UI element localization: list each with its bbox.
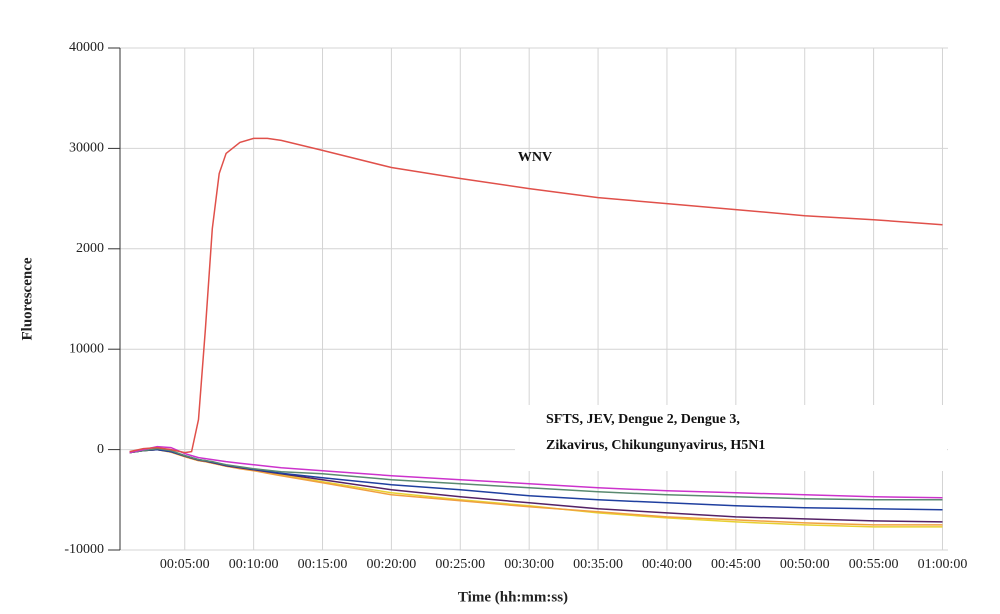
x-tick-label: 00:20:00 (367, 557, 417, 572)
x-tick-label: 00:05:00 (160, 557, 210, 572)
x-tick-label: 00:15:00 (298, 557, 348, 572)
x-tick-label: 00:35:00 (573, 557, 623, 572)
grid (120, 47, 948, 551)
series-line (129, 137, 943, 454)
series-line (129, 447, 943, 501)
annotation: Zikavirus, Chikungunyavirus, H5N1 (546, 438, 765, 453)
x-axis-title: Time (hh:mm:ss) (458, 589, 568, 605)
series-line (129, 445, 943, 499)
y-tick-label: 40000 (69, 40, 104, 55)
y-axis-title: Fluorescence (19, 257, 35, 340)
x-tick-label: 00:25:00 (435, 557, 485, 572)
x-tick-label: 00:45:00 (711, 557, 761, 572)
y-tick-label: 30000 (69, 141, 104, 156)
y-tick-label: 2000 (76, 241, 104, 256)
x-tick-label: 00:30:00 (504, 557, 554, 572)
y-tick-label: 10000 (69, 341, 104, 356)
y-tick-label: 0 (97, 442, 104, 457)
x-tick-label: 00:50:00 (780, 557, 830, 572)
x-tick-label: 00:10:00 (229, 557, 279, 572)
lines (129, 137, 943, 528)
annotation: WNV (518, 150, 552, 165)
annotation-background (515, 405, 947, 471)
x-tick-label: 00:40:00 (642, 557, 692, 572)
y-tick-label: -10000 (64, 542, 104, 557)
x-tick-label: 01:00:00 (918, 557, 968, 572)
annotation: SFTS, JEV, Dengue 2, Dengue 3, (546, 412, 740, 427)
x-tick-label: 00:55:00 (849, 557, 899, 572)
